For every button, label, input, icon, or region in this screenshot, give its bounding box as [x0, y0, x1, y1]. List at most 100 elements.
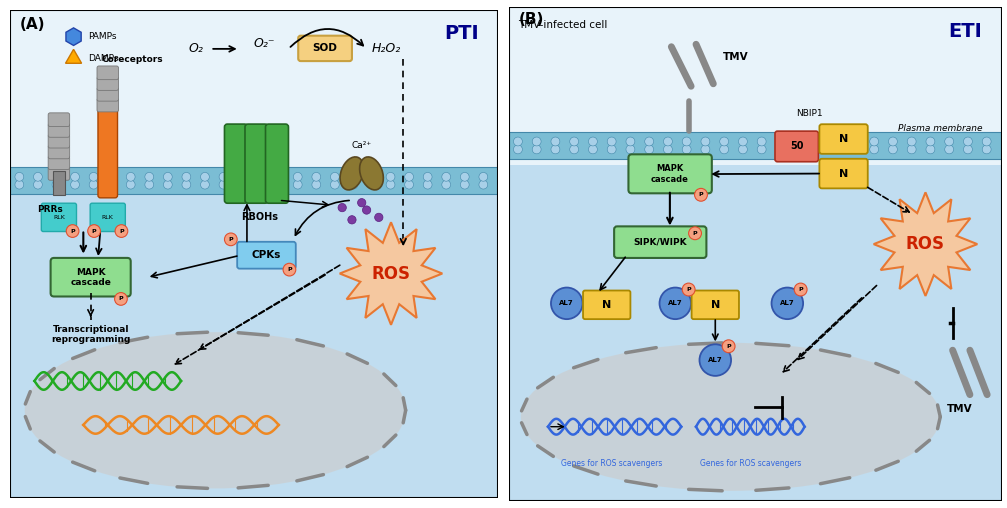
Circle shape	[275, 172, 284, 181]
Circle shape	[256, 172, 265, 181]
Text: Coreceptors: Coreceptors	[102, 54, 163, 64]
Circle shape	[514, 137, 523, 146]
Text: P: P	[726, 344, 731, 349]
Circle shape	[357, 199, 366, 207]
FancyBboxPatch shape	[583, 291, 630, 319]
Circle shape	[182, 180, 190, 189]
Text: P: P	[693, 231, 698, 236]
Text: AL7: AL7	[708, 357, 723, 363]
Circle shape	[90, 172, 98, 181]
Circle shape	[330, 180, 339, 189]
Circle shape	[368, 180, 377, 189]
Text: (B): (B)	[519, 12, 544, 27]
Circle shape	[870, 137, 879, 146]
Circle shape	[126, 180, 135, 189]
Ellipse shape	[25, 332, 406, 488]
Circle shape	[293, 180, 302, 189]
Circle shape	[33, 172, 42, 181]
FancyBboxPatch shape	[10, 181, 498, 498]
Circle shape	[479, 172, 487, 181]
FancyBboxPatch shape	[10, 167, 498, 194]
Circle shape	[52, 172, 60, 181]
Text: DAMPs: DAMPs	[89, 54, 119, 63]
Circle shape	[293, 172, 302, 181]
FancyBboxPatch shape	[692, 291, 739, 319]
Ellipse shape	[340, 157, 364, 190]
Polygon shape	[874, 193, 977, 296]
Circle shape	[700, 344, 731, 376]
Circle shape	[851, 145, 860, 154]
Circle shape	[312, 172, 320, 181]
Text: N: N	[711, 300, 720, 310]
Circle shape	[256, 180, 265, 189]
FancyBboxPatch shape	[97, 87, 119, 101]
Text: P: P	[92, 229, 97, 234]
Circle shape	[15, 172, 24, 181]
Circle shape	[682, 145, 691, 154]
Circle shape	[200, 172, 209, 181]
FancyBboxPatch shape	[50, 258, 131, 297]
Circle shape	[182, 172, 190, 181]
FancyBboxPatch shape	[266, 124, 288, 203]
Circle shape	[479, 180, 487, 189]
Text: ROS: ROS	[372, 265, 411, 282]
Text: P: P	[287, 267, 292, 272]
Circle shape	[607, 137, 616, 146]
FancyBboxPatch shape	[48, 123, 69, 137]
Circle shape	[664, 137, 673, 146]
Circle shape	[660, 288, 691, 319]
FancyBboxPatch shape	[48, 156, 69, 170]
Circle shape	[982, 145, 991, 154]
Circle shape	[220, 180, 228, 189]
Circle shape	[771, 288, 804, 319]
Circle shape	[126, 172, 135, 181]
Circle shape	[52, 180, 60, 189]
Circle shape	[626, 145, 634, 154]
Circle shape	[330, 172, 339, 181]
Text: N: N	[602, 300, 611, 310]
Circle shape	[738, 137, 747, 146]
FancyBboxPatch shape	[509, 165, 1002, 501]
Text: Genes for ROS scavengers: Genes for ROS scavengers	[562, 459, 663, 468]
Circle shape	[907, 145, 916, 154]
Circle shape	[795, 137, 804, 146]
FancyBboxPatch shape	[91, 203, 125, 232]
Circle shape	[225, 233, 238, 246]
Circle shape	[66, 225, 79, 237]
Text: AL7: AL7	[560, 300, 574, 306]
Circle shape	[533, 145, 541, 154]
Text: PRRs: PRRs	[37, 205, 62, 214]
Text: SOD: SOD	[312, 43, 337, 53]
Circle shape	[163, 180, 172, 189]
Circle shape	[70, 180, 80, 189]
FancyBboxPatch shape	[48, 113, 69, 126]
Circle shape	[832, 145, 841, 154]
Text: P: P	[119, 297, 123, 301]
Text: P: P	[229, 237, 234, 242]
Text: H₂O₂: H₂O₂	[372, 42, 401, 55]
FancyBboxPatch shape	[509, 7, 1002, 165]
Text: MAPK
cascade: MAPK cascade	[651, 165, 689, 184]
Circle shape	[926, 137, 934, 146]
Text: Ca²⁺: Ca²⁺	[351, 141, 372, 150]
Text: PTI: PTI	[444, 24, 479, 44]
Text: P: P	[70, 229, 75, 234]
FancyBboxPatch shape	[48, 167, 69, 180]
Circle shape	[738, 145, 747, 154]
Text: SIPK/WIPK: SIPK/WIPK	[633, 238, 687, 247]
Circle shape	[368, 172, 377, 181]
Circle shape	[720, 137, 729, 146]
Text: TMV: TMV	[723, 52, 749, 61]
Circle shape	[551, 288, 582, 319]
Circle shape	[776, 137, 784, 146]
Circle shape	[70, 172, 80, 181]
Circle shape	[776, 145, 784, 154]
Circle shape	[108, 172, 117, 181]
Circle shape	[814, 137, 823, 146]
Polygon shape	[339, 223, 442, 325]
Circle shape	[163, 172, 172, 181]
Circle shape	[375, 213, 383, 221]
Circle shape	[405, 180, 414, 189]
Circle shape	[588, 145, 597, 154]
Circle shape	[720, 145, 729, 154]
